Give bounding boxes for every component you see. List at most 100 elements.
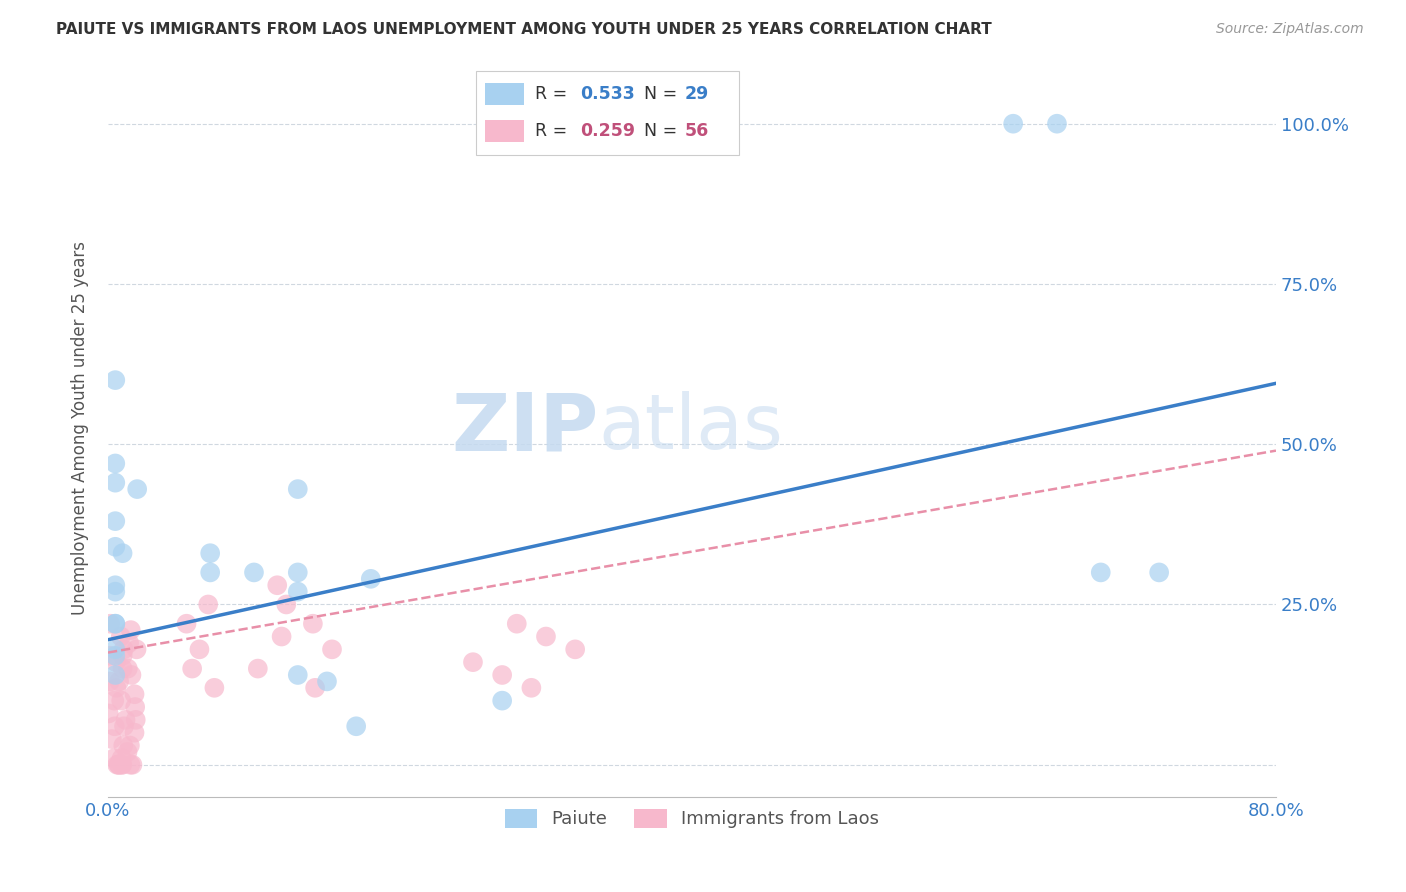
Point (104, 655, 127, 669)
Point (98, 648, 121, 663)
Text: N =: N = (644, 86, 683, 103)
Point (104, 719, 127, 733)
Point (491, 668, 513, 682)
Legend: Paiute, Immigrants from Laos: Paiute, Immigrants from Laos (498, 802, 887, 836)
Point (104, 373, 127, 387)
Text: PAIUTE VS IMMIGRANTS FROM LAOS UNEMPLOYMENT AMONG YOUTH UNDER 25 YEARS CORRELATI: PAIUTE VS IMMIGRANTS FROM LAOS UNEMPLOYM… (56, 22, 993, 37)
Point (287, 668, 309, 682)
Text: 56: 56 (685, 122, 709, 140)
Text: 0.533: 0.533 (579, 86, 634, 103)
FancyBboxPatch shape (475, 70, 738, 155)
Point (181, 662, 204, 676)
Point (461, 655, 484, 669)
Point (118, 636, 141, 650)
Point (104, 616, 127, 631)
Point (127, 482, 149, 496)
Point (105, 681, 128, 695)
Point (276, 598, 298, 612)
Point (97, 706, 120, 721)
Point (104, 668, 127, 682)
Point (111, 648, 134, 663)
Point (104, 514, 127, 528)
Point (564, 642, 586, 657)
Point (104, 616, 127, 631)
Point (125, 642, 148, 657)
Point (104, 540, 127, 554)
Point (124, 725, 146, 739)
Point (198, 566, 221, 580)
Point (344, 719, 367, 733)
Point (111, 662, 134, 676)
Point (316, 674, 339, 689)
Y-axis label: Unemployment Among Youth under 25 years: Unemployment Among Youth under 25 years (72, 241, 89, 615)
Point (246, 662, 269, 676)
Point (104, 642, 127, 657)
Point (120, 668, 142, 682)
Point (111, 546, 134, 560)
Text: 29: 29 (685, 86, 709, 103)
Bar (485, 120, 524, 142)
Point (111, 751, 134, 765)
Point (287, 584, 309, 599)
Point (104, 475, 127, 490)
Point (103, 751, 125, 765)
Point (124, 700, 146, 714)
Point (188, 642, 211, 657)
Point (197, 598, 219, 612)
Point (107, 757, 129, 772)
Point (98, 674, 121, 689)
Bar (485, 83, 524, 105)
Text: R =: R = (536, 122, 574, 140)
Point (110, 630, 132, 644)
Point (287, 482, 309, 496)
Point (121, 757, 143, 772)
Point (108, 674, 131, 689)
Text: Source: ZipAtlas.com: Source: ZipAtlas.com (1216, 22, 1364, 37)
Point (287, 566, 309, 580)
Point (105, 757, 128, 772)
Point (112, 739, 135, 753)
Point (1090, 566, 1112, 580)
Point (1147, 566, 1170, 580)
Point (104, 648, 127, 663)
Point (111, 757, 134, 772)
Point (266, 578, 288, 592)
Text: 0.259: 0.259 (579, 122, 636, 140)
Point (111, 757, 134, 772)
Point (104, 578, 127, 592)
Point (117, 745, 139, 759)
Point (270, 630, 292, 644)
Point (534, 630, 557, 644)
Point (1002, 117, 1025, 131)
Point (491, 693, 513, 707)
Point (104, 457, 127, 471)
Point (98, 616, 121, 631)
Point (176, 616, 198, 631)
Point (108, 757, 131, 772)
Point (124, 687, 146, 701)
Point (198, 546, 221, 560)
Point (114, 713, 136, 727)
Point (103, 693, 125, 707)
Point (321, 642, 343, 657)
Point (112, 642, 135, 657)
Point (117, 662, 139, 676)
Point (243, 566, 266, 580)
Point (360, 572, 382, 586)
Text: R =: R = (536, 86, 574, 103)
Point (125, 713, 148, 727)
Point (1046, 117, 1069, 131)
Point (506, 616, 529, 631)
Point (118, 739, 141, 753)
Point (120, 757, 142, 772)
Point (520, 681, 543, 695)
Point (104, 584, 127, 599)
Text: ZIP: ZIP (451, 389, 599, 467)
Point (110, 693, 132, 707)
Point (120, 623, 142, 637)
Point (304, 681, 326, 695)
Text: N =: N = (644, 122, 683, 140)
Point (101, 732, 124, 747)
Text: atlas: atlas (599, 392, 783, 466)
Point (112, 719, 135, 733)
